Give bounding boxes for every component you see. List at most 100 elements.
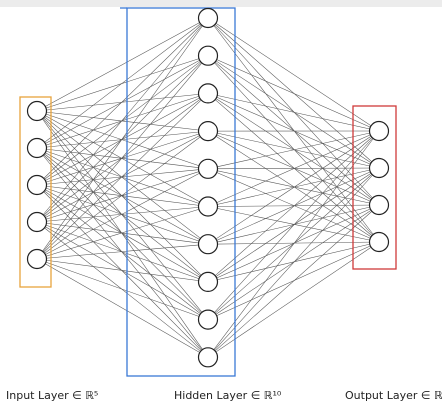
output-layer-box xyxy=(352,105,397,270)
edge-hidden-10-to-output-3 xyxy=(207,204,380,358)
edge-hidden-4-to-output-2 xyxy=(207,130,380,169)
hidden-layer-label: Hidden Layer ∈ ℝ¹⁰ xyxy=(174,389,282,402)
edge-input-2-to-hidden-9 xyxy=(36,147,209,320)
input-node-2 xyxy=(26,137,48,159)
edge-hidden-6-to-output-1 xyxy=(207,130,380,207)
edge-input-1-to-hidden-8 xyxy=(36,110,209,283)
edge-hidden-6-to-output-2 xyxy=(207,167,380,207)
edge-hidden-1-to-output-2 xyxy=(207,17,380,169)
edge-input-2-to-hidden-3 xyxy=(36,93,209,149)
hidden-node-8 xyxy=(197,271,219,292)
edge-input-5-to-hidden-3 xyxy=(36,93,209,260)
edge-input-1-to-hidden-1 xyxy=(36,17,209,112)
hidden-node-5 xyxy=(197,158,219,179)
input-node-4 xyxy=(26,211,48,233)
edge-hidden-3-to-output-3 xyxy=(207,93,380,206)
edge-input-5-to-hidden-10 xyxy=(36,258,209,358)
edge-input-3-to-hidden-4 xyxy=(36,130,209,186)
hidden-node-7 xyxy=(197,234,219,255)
edge-input-4-to-hidden-10 xyxy=(36,221,209,358)
edge-input-1-to-hidden-7 xyxy=(36,110,209,245)
edge-input-1-to-hidden-6 xyxy=(36,110,209,207)
edge-hidden-2-to-output-3 xyxy=(207,55,380,206)
input-layer-label: Input Layer ∈ ℝ⁵ xyxy=(6,389,99,402)
edge-input-2-to-hidden-5 xyxy=(36,147,209,170)
hidden-node-10 xyxy=(197,347,219,368)
edge-hidden-5-to-output-2 xyxy=(207,167,380,170)
edge-input-4-to-hidden-6 xyxy=(36,206,209,223)
edge-hidden-4-to-output-4 xyxy=(207,130,380,243)
edge-hidden-9-to-output-1 xyxy=(207,130,380,320)
hidden-node-2 xyxy=(197,45,219,66)
edge-hidden-5-to-output-4 xyxy=(207,168,380,243)
edge-input-5-to-hidden-5 xyxy=(36,168,209,260)
edge-hidden-7-to-output-4 xyxy=(207,241,380,245)
edge-input-4-to-hidden-1 xyxy=(36,17,209,223)
output-node-4 xyxy=(368,231,390,253)
top-strip xyxy=(0,0,442,7)
edge-input-5-to-hidden-6 xyxy=(36,206,209,260)
edge-hidden-6-to-output-3 xyxy=(207,204,380,207)
edge-input-2-to-hidden-6 xyxy=(36,147,209,207)
edge-input-4-to-hidden-7 xyxy=(36,221,209,245)
edge-hidden-5-to-output-3 xyxy=(207,168,380,206)
hidden-node-1 xyxy=(197,7,219,29)
edge-hidden-8-to-output-1 xyxy=(207,130,380,283)
edge-hidden-3-to-output-1 xyxy=(207,93,380,132)
hidden-node-3 xyxy=(197,83,219,104)
edge-input-2-to-hidden-10 xyxy=(36,147,209,358)
edge-input-1-to-hidden-2 xyxy=(36,55,209,112)
edge-hidden-3-to-output-2 xyxy=(207,93,380,169)
edge-input-3-to-hidden-5 xyxy=(36,168,209,186)
edge-hidden-10-to-output-1 xyxy=(207,130,380,358)
edge-input-5-to-hidden-9 xyxy=(36,258,209,320)
edge-input-4-to-hidden-8 xyxy=(36,221,209,283)
edge-input-1-to-hidden-5 xyxy=(36,110,209,170)
input-node-3 xyxy=(26,174,48,196)
output-node-2 xyxy=(368,157,390,179)
input-layer-box xyxy=(19,96,52,288)
edge-input-2-to-hidden-1 xyxy=(36,17,209,149)
edge-input-3-to-hidden-10 xyxy=(36,184,209,358)
edge-hidden-8-to-output-4 xyxy=(207,241,380,283)
edge-input-4-to-hidden-5 xyxy=(36,168,209,223)
edge-input-1-to-hidden-3 xyxy=(36,93,209,112)
edge-hidden-1-to-output-1 xyxy=(207,17,380,132)
edge-hidden-10-to-output-2 xyxy=(207,167,380,358)
output-layer-label: Output Layer ∈ ℝ⁴ xyxy=(345,389,442,402)
edge-input-2-to-hidden-4 xyxy=(36,130,209,149)
edge-input-3-to-hidden-8 xyxy=(36,184,209,283)
edge-hidden-1-to-output-3 xyxy=(207,17,380,206)
edge-hidden-4-to-output-3 xyxy=(207,130,380,206)
edge-hidden-7-to-output-1 xyxy=(207,130,380,245)
nodes xyxy=(26,7,390,368)
input-node-1 xyxy=(26,100,48,122)
edge-input-3-to-hidden-9 xyxy=(36,184,209,320)
edge-hidden-3-to-output-4 xyxy=(207,93,380,243)
edge-input-1-to-hidden-9 xyxy=(36,110,209,320)
edge-hidden-7-to-output-3 xyxy=(207,204,380,245)
edge-input-2-to-hidden-8 xyxy=(36,147,209,283)
hidden-node-4 xyxy=(197,121,219,142)
edge-input-3-to-hidden-1 xyxy=(36,17,209,186)
edges xyxy=(36,17,380,358)
edge-hidden-10-to-output-4 xyxy=(207,241,380,358)
edge-input-1-to-hidden-4 xyxy=(36,110,209,132)
edge-input-5-to-hidden-4 xyxy=(36,130,209,260)
edge-input-3-to-hidden-6 xyxy=(36,184,209,207)
hidden-layer-box xyxy=(126,7,236,377)
edge-hidden-2-to-output-2 xyxy=(207,55,380,169)
hidden-node-6 xyxy=(197,196,219,217)
output-node-1 xyxy=(368,120,390,142)
edge-input-2-to-hidden-7 xyxy=(36,147,209,245)
edge-input-5-to-hidden-7 xyxy=(36,243,209,260)
edge-input-5-to-hidden-8 xyxy=(36,258,209,283)
input-node-5 xyxy=(26,248,48,270)
edge-hidden-6-to-output-4 xyxy=(207,206,380,243)
output-node-3 xyxy=(368,194,390,216)
edge-input-5-to-hidden-2 xyxy=(36,55,209,260)
edge-hidden-5-to-output-1 xyxy=(207,130,380,170)
hidden-node-9 xyxy=(197,309,219,330)
edge-input-3-to-hidden-7 xyxy=(36,184,209,245)
